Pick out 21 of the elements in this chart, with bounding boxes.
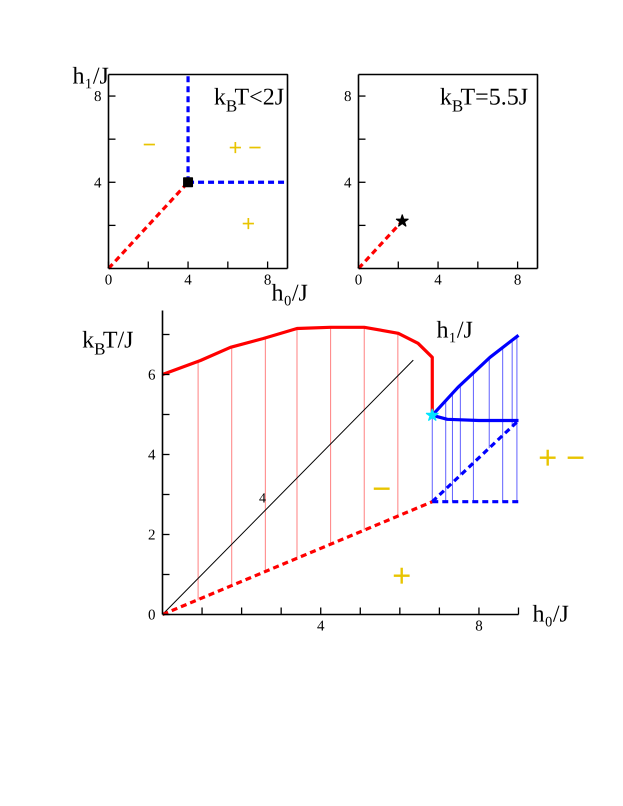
x-tick-label: 4 [434,272,442,288]
y-tick-label: 2 [148,528,156,544]
y-tick-label: 6 [148,368,156,384]
text: + − [538,440,586,477]
x-axis-title: h₀/J [532,602,569,628]
annotation: h₁/J [436,318,473,344]
y-axis-title: h₁/J [72,64,109,90]
annotation: 4 [259,492,266,506]
x-tick-label: 0 [354,272,362,288]
x-tick-label: 0 [104,272,112,288]
y-tick-label: 4 [148,448,156,464]
x-axis-title: h₀/J [272,280,308,306]
x-tick-label: 4 [184,272,192,288]
annotation: − [372,471,392,508]
annotation: + − [228,136,262,162]
annotation: + [392,558,412,595]
y-tick-label: 0 [148,608,156,624]
x-tick-label: 8 [514,272,522,288]
x-tick-label: 8 [264,272,272,288]
annotation: + [242,212,256,238]
annotation: − [142,132,156,158]
